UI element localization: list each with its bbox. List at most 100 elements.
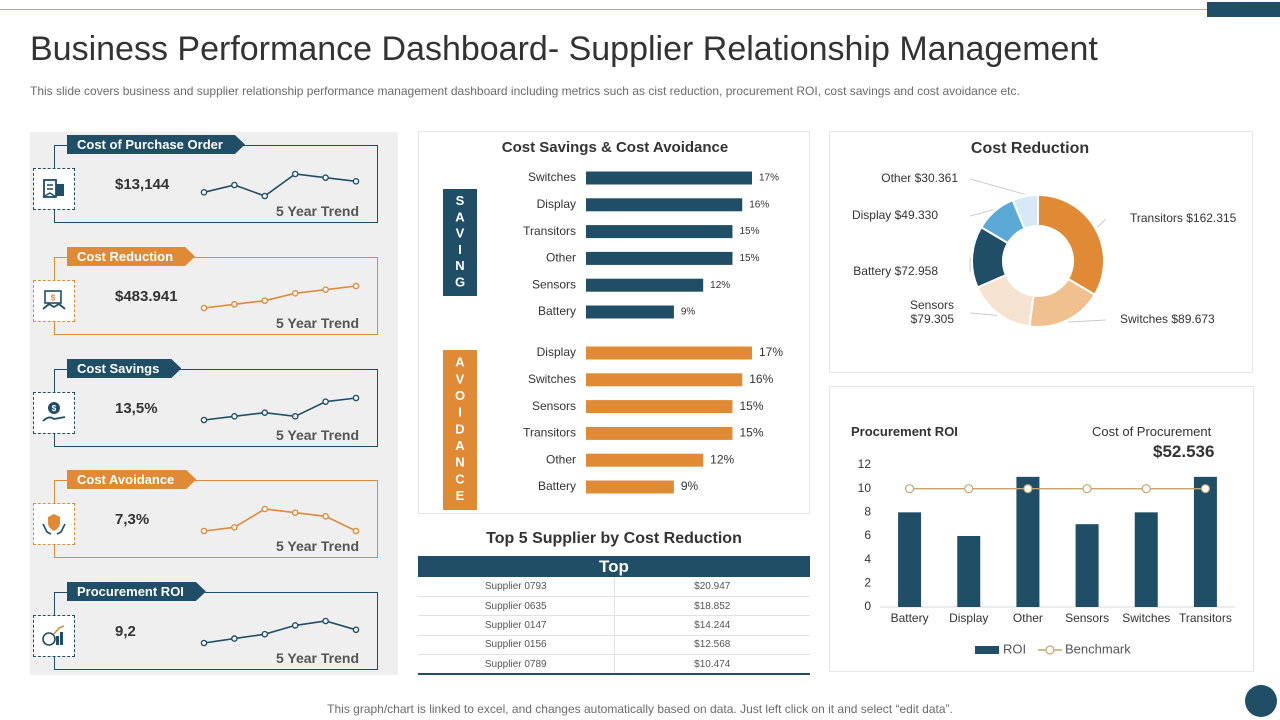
group-label-letter: V (456, 226, 465, 241)
top5-title: Top 5 Supplier by Cost Reduction (486, 530, 742, 547)
svg-text:$: $ (52, 404, 57, 413)
leader-line (969, 209, 994, 217)
page-subtitle: This slide covers business and supplier … (30, 84, 1020, 98)
supplier-name: Supplier 0156 (418, 635, 615, 656)
cost-of-procurement-label: Cost of Procurement (1092, 424, 1212, 439)
group-label-letter: G (455, 274, 465, 289)
supplier-name: Supplier 0793 (418, 577, 615, 597)
sparkline-point (322, 617, 329, 625)
legend-swatch-benchmark-point (1045, 645, 1055, 655)
data-label: 9% (681, 479, 699, 493)
sparkline-point (352, 527, 360, 535)
growth-chart-icon (33, 615, 75, 657)
sparkline-point (261, 630, 269, 638)
table-row: Supplier 0147 $14.244 (418, 615, 810, 636)
benchmark-point (964, 484, 974, 494)
roi-bar (1134, 512, 1158, 607)
kpi-sparkline (200, 282, 360, 312)
benchmark-point (904, 484, 915, 494)
leader-line (1096, 218, 1107, 228)
group-label-letter: I (458, 405, 462, 420)
sparkline-point (200, 416, 208, 424)
y-tick-label: 0 (864, 599, 871, 613)
money-hand-icon: $ (33, 392, 75, 434)
roi-bar (1075, 524, 1099, 607)
group-label-letter: E (456, 488, 465, 503)
data-label: 16% (749, 372, 773, 386)
slice-label: Other $30.361 (881, 171, 958, 185)
category-label: Other (546, 452, 576, 466)
slice-label: Sensors (910, 298, 954, 312)
y-tick-label: 10 (858, 481, 872, 495)
sparkline-point (231, 181, 238, 189)
slice-label: $79.305 (911, 312, 955, 326)
top5-header: Top (418, 556, 810, 577)
bar (586, 480, 674, 494)
slice-label: Battery $72.958 (853, 264, 938, 278)
sparkline-point (261, 297, 269, 304)
data-label: 12% (710, 452, 734, 466)
data-label: 15% (739, 426, 763, 440)
legend-label-benchmark: Benchmark (1065, 641, 1131, 656)
roi-bar (898, 512, 922, 607)
top-divider-line (0, 9, 1207, 10)
kpi-card-cost-of-purchase-order: Cost of Purchase Order $13,144 5 Year Tr… (33, 145, 378, 223)
group-label-box (443, 189, 477, 296)
bar (586, 373, 743, 387)
group-label-letter: D (455, 421, 464, 436)
bar (586, 426, 733, 440)
group-label-letter: N (455, 258, 464, 273)
category-label: Transitors (523, 426, 576, 440)
y-tick-label: 6 (864, 528, 871, 542)
table-row: Supplier 0793 $20.947 (418, 577, 810, 597)
leader-line (1067, 319, 1107, 323)
kpi-trend-label: 5 Year Trend (275, 203, 359, 219)
category-label: Switches (528, 372, 576, 386)
kpi-card-cost-savings: Cost Savings $ 13,5% 5 Year Trend (33, 369, 378, 447)
group-label-letter: N (455, 455, 464, 470)
sparkline-point (200, 639, 208, 647)
kpi-label: Cost of Purchase Order (67, 135, 245, 154)
roi-chart: 0 2 4 6 8 10 12 Battery Display Other Sensors Switc… (858, 457, 1235, 656)
group-label-letter: O (455, 388, 465, 403)
kpi-panel: Cost of Purchase Order $13,144 5 Year Tr… (30, 132, 398, 675)
kpi-label: Cost Avoidance (67, 470, 196, 489)
sparkline-point (291, 170, 299, 178)
data-label: 12% (710, 280, 730, 291)
bar (586, 198, 743, 212)
sparkline-point (231, 524, 238, 531)
supplier-name: Supplier 0789 (418, 654, 615, 675)
sparkline-point (352, 626, 360, 634)
kpi-card-cost-reduction: Cost Reduction $ $483.941 5 Year Trend (33, 257, 378, 335)
category-label: Display (537, 345, 576, 359)
category-label: Transitors (523, 224, 576, 238)
group-label-letter: A (455, 209, 465, 224)
category-label: Sensors (532, 399, 576, 413)
kpi-value: $483.941 (115, 288, 178, 305)
sparkline-line (203, 285, 357, 309)
bar (586, 171, 752, 185)
sparkline-line (203, 620, 357, 644)
kpi-label: Cost Savings (67, 359, 181, 378)
category-label: Switches (528, 170, 576, 184)
donut-slice (1037, 193, 1105, 297)
category-label: Display (537, 197, 576, 211)
group-label-letter: A (455, 438, 465, 453)
group-label-letter: I (458, 242, 462, 257)
legend-label-roi: ROI (1003, 641, 1026, 656)
bar (586, 251, 733, 265)
sparkline-line (203, 173, 357, 197)
top5-table: Top Supplier 0793 $20.947 Supplier 0635 $1… (418, 556, 810, 675)
cost-reduction-card: Cost Reduction Transitors $162.315 Switch… (829, 131, 1253, 373)
sparkline-point (231, 301, 238, 308)
sparkline-point (261, 505, 269, 513)
benchmark-point (1082, 484, 1092, 494)
donut-chart: Transitors $162.315 Switches $89.673 Senso… (852, 171, 1237, 328)
category-label: Other (546, 251, 576, 265)
bar (586, 400, 733, 414)
supplier-name: Supplier 0635 (418, 596, 615, 617)
supplier-amount: $20.947 (614, 577, 810, 597)
roi-bar (1193, 476, 1217, 607)
chart-title: Procurement ROI (851, 424, 958, 439)
data-label: 16% (749, 199, 769, 210)
